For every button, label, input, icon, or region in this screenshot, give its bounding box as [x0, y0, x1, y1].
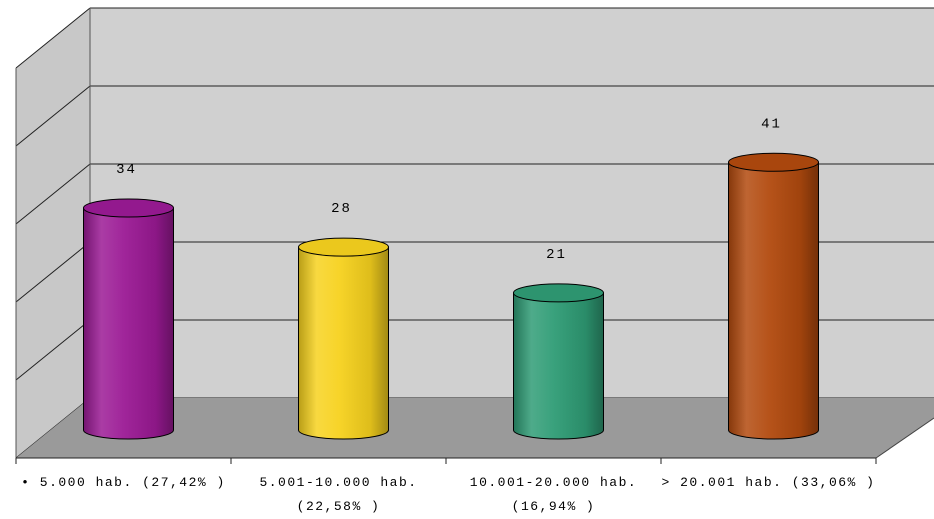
- x-tick-label: • 5.000 hab. (27,42% ): [21, 475, 226, 490]
- data-label: 21: [546, 247, 567, 263]
- bars: [83, 152, 819, 440]
- bar: [298, 246, 389, 440]
- chart-floor: [16, 398, 934, 459]
- data-label: 41: [761, 116, 782, 132]
- bar: [728, 161, 819, 440]
- side-gridline: [15, 241, 91, 303]
- x-tick-label: > 20.001 hab. (33,06% ): [662, 475, 876, 490]
- x-tick-label: 10.001-20.000 hab.: [470, 475, 637, 490]
- bar-top: [513, 283, 604, 303]
- x-axis: • 5.000 hab. (27,42% ) 5.001-10.000 hab. (…: [15, 457, 877, 514]
- side-gridline: [15, 163, 91, 225]
- data-label: 28: [331, 201, 352, 217]
- side-wall: [16, 8, 90, 458]
- bar: [513, 292, 604, 440]
- bar: [83, 207, 174, 440]
- x-tick-label: (16,94% ): [512, 499, 596, 514]
- bar-top: [728, 152, 819, 172]
- data-labels: 34 28 21 41: [116, 116, 782, 263]
- x-tick-label: 5.001-10.000 hab.: [259, 475, 417, 490]
- floor: [16, 398, 934, 458]
- floor-edge: [875, 417, 934, 459]
- bar-top: [83, 198, 174, 218]
- side-gridline: [15, 319, 91, 381]
- x-tick-label: (22,58% ): [297, 499, 381, 514]
- data-label: 34: [116, 162, 137, 178]
- side-gridline: [15, 85, 91, 147]
- bar-top: [298, 237, 389, 257]
- side-gridline: [15, 7, 91, 69]
